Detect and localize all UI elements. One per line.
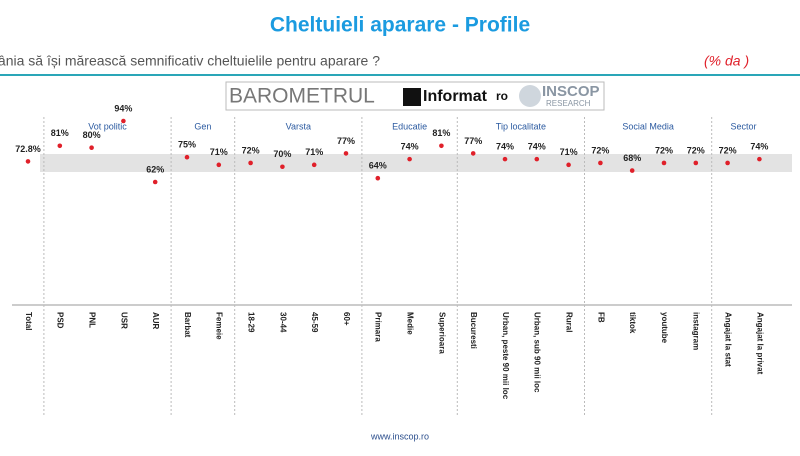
category-label: Angajat la privat <box>755 312 764 375</box>
dot <box>89 145 94 150</box>
category-label: 30-44 <box>278 312 287 333</box>
logo-brand: Informat <box>423 88 488 105</box>
value-label: 72% <box>655 145 673 155</box>
value-label: 94% <box>114 103 132 113</box>
value-label: 77% <box>337 136 355 146</box>
dot <box>184 154 190 160</box>
value-label: 72.8% <box>15 144 41 154</box>
category-label: 45-59 <box>310 312 319 333</box>
subtitle-note: (% da ) <box>704 53 749 69</box>
value-label: 62% <box>146 164 164 174</box>
value-label: 81% <box>432 128 450 138</box>
category-label: tiktok <box>628 312 637 334</box>
group-label: Educatie <box>392 121 427 131</box>
title: Cheltuieli aparare - Profile <box>270 14 530 37</box>
category-label: youtube <box>660 312 669 344</box>
category-label: Rural <box>564 312 573 332</box>
dot <box>629 168 635 173</box>
logo-icon <box>403 88 421 106</box>
logo-partner-sub: RESEARCH <box>546 99 591 108</box>
value-label: 72% <box>687 145 705 155</box>
dot <box>502 156 508 162</box>
category-label: FB <box>596 312 605 323</box>
group-label: Sector <box>730 121 756 131</box>
dot <box>152 179 158 185</box>
value-label: 72% <box>591 145 609 155</box>
value-label: 71% <box>560 147 578 157</box>
dot <box>693 160 699 166</box>
dot <box>248 160 253 166</box>
dot <box>534 156 540 162</box>
value-label: 68% <box>623 153 641 163</box>
category-label: Total <box>24 312 33 331</box>
dot <box>375 175 381 181</box>
group-label: Tip localitate <box>496 121 546 131</box>
dot <box>280 164 285 170</box>
category-label: instagram <box>692 312 701 350</box>
value-label: 64% <box>369 161 387 171</box>
category-label: Barbat <box>183 312 192 338</box>
category-label: Urban, sub 90 mii loc <box>533 312 542 393</box>
logo-brand-suffix: ro <box>496 89 508 103</box>
logo-partner: INSCOP <box>542 83 600 100</box>
dot <box>216 162 222 168</box>
group-label: Vot politic <box>88 121 127 131</box>
value-label: 74% <box>528 142 546 152</box>
value-label: 71% <box>305 147 323 157</box>
category-label: PNL <box>87 312 96 328</box>
dot <box>470 151 476 156</box>
value-label: 81% <box>51 128 69 138</box>
category-label: Femeie <box>215 312 224 340</box>
category-label: Urban, peste 90 mii loc <box>501 312 510 400</box>
group-label: Gen <box>194 121 211 131</box>
dot <box>598 160 603 166</box>
value-label: 72% <box>719 145 737 155</box>
dot <box>439 143 444 149</box>
value-label: 74% <box>496 142 514 152</box>
logo-mark <box>519 85 541 107</box>
value-label: 74% <box>401 142 419 152</box>
category-label: USR <box>119 312 128 329</box>
footer-url: www.inscop.ro <box>370 431 429 441</box>
value-label: 75% <box>178 140 196 150</box>
category-label: Primara <box>374 312 383 342</box>
logo-barometer: BAROMETRUL <box>229 85 375 108</box>
dot <box>121 118 126 124</box>
category-label: Medie <box>405 312 414 335</box>
group-label: Varsta <box>286 121 311 131</box>
dot <box>566 162 571 168</box>
dot <box>25 159 31 164</box>
dot <box>725 160 730 166</box>
value-label: 77% <box>464 136 482 146</box>
value-label: 71% <box>210 147 228 157</box>
dot <box>407 156 412 162</box>
category-label: Superioara <box>437 312 446 354</box>
value-label: 74% <box>750 142 768 152</box>
dot <box>57 143 63 149</box>
reference-band <box>40 154 792 172</box>
category-label: 60+ <box>342 312 351 326</box>
value-label: 72% <box>242 145 260 155</box>
dot <box>661 160 667 166</box>
plot: 72.8% Total 81% PSD 80% PNL 94% USR 62% AUR Vot po… <box>15 103 768 415</box>
dot <box>343 151 349 156</box>
category-label: PSD <box>56 312 65 329</box>
category-label: Angajat la stat <box>723 312 732 367</box>
subtitle: Dvs personal ați fi de acord ca România … <box>0 53 380 69</box>
category-label: 18-29 <box>246 312 255 333</box>
dot <box>311 162 317 168</box>
group-label: Social Media <box>622 121 674 131</box>
dot <box>757 156 762 162</box>
category-label: AUR <box>151 312 160 330</box>
value-label: 70% <box>273 149 291 159</box>
value-label: 80% <box>83 130 101 140</box>
category-label: Bucuresti <box>469 312 478 349</box>
